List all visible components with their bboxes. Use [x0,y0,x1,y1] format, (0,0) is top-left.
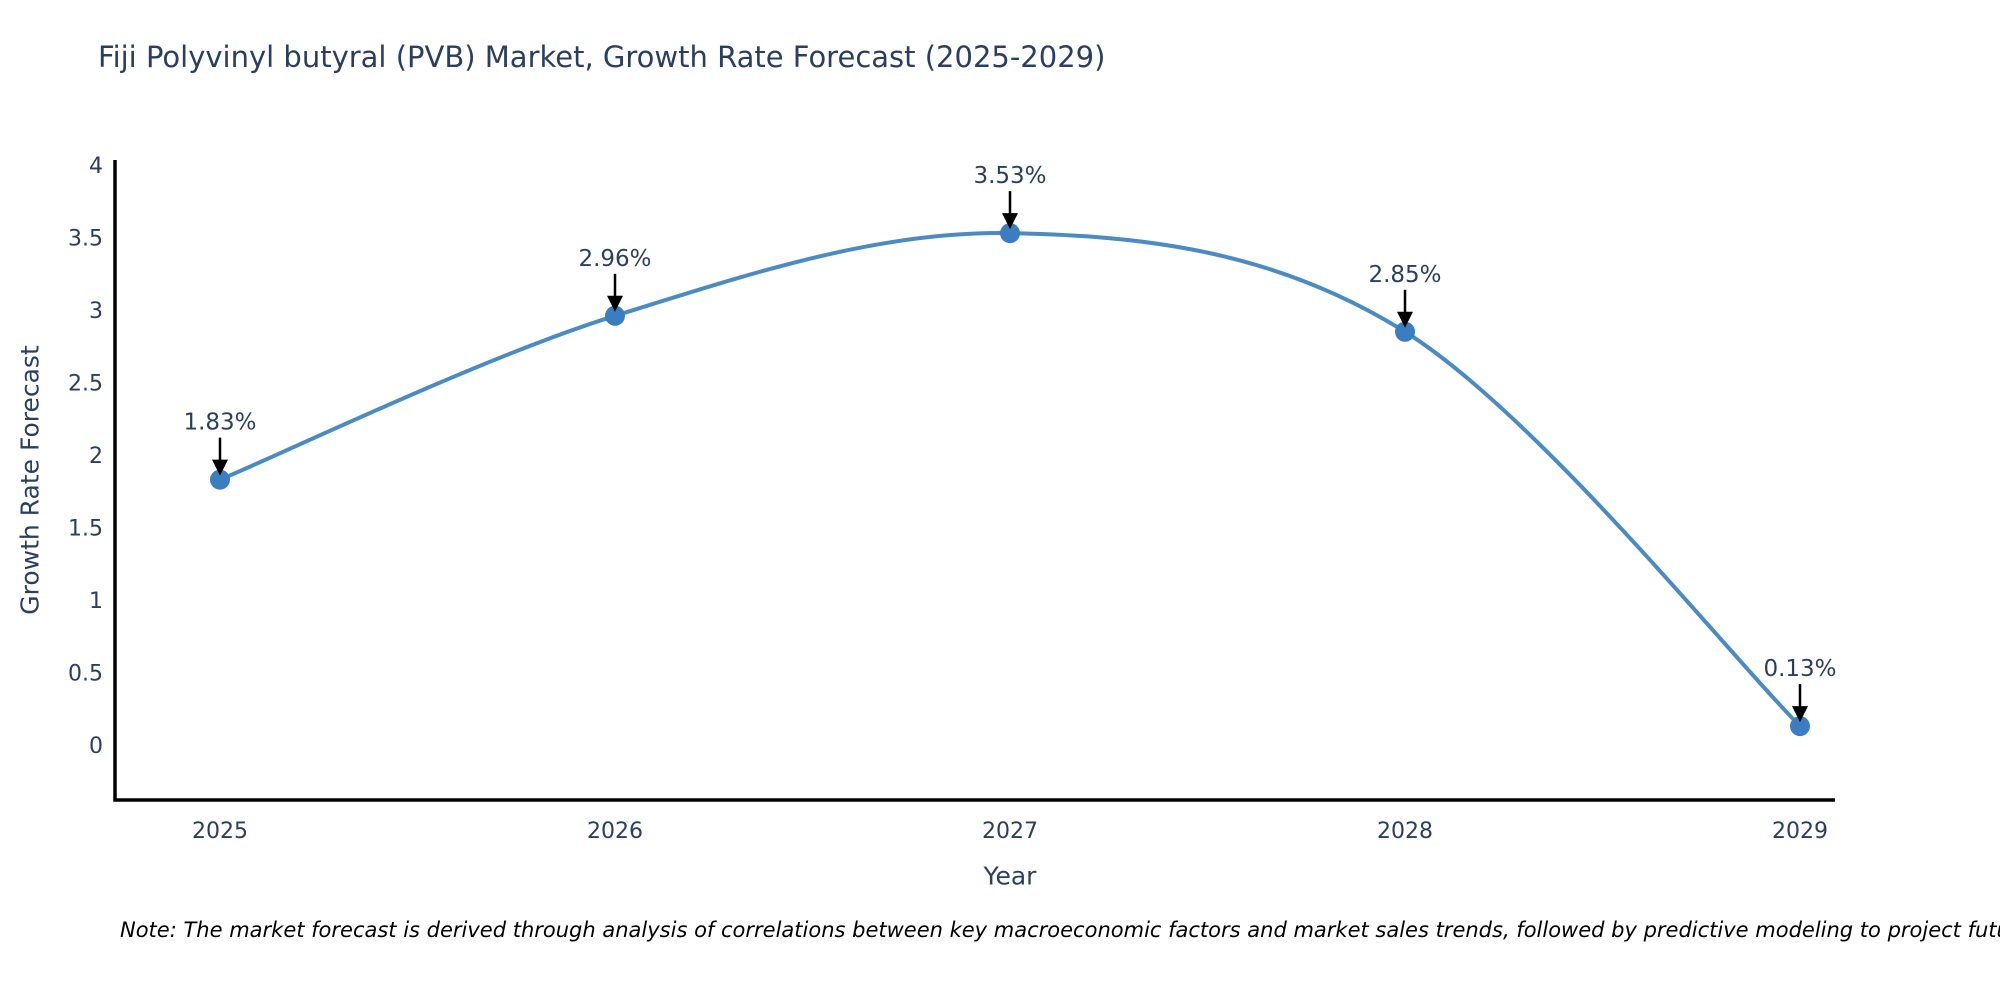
annotation-arrow-head [1002,213,1018,230]
x-tick-label: 2028 [1377,819,1433,844]
footnote: Note: The market forecast is derived thr… [120,918,2000,942]
axes-lines [113,160,1835,802]
annotation-arrow-head [607,295,623,312]
y-tick-label: 3 [89,299,103,324]
chart-title: Fiji Polyvinyl butyral (PVB) Market, Gro… [98,40,1106,74]
x-tick-label: 2025 [192,819,248,844]
x-tick-label: 2029 [1772,819,1828,844]
annotation-arrow-head [1792,706,1808,723]
x-tick-label: 2026 [587,819,643,844]
annotation-arrow-head [1397,311,1413,328]
annotation-label: 2.85% [1368,262,1441,288]
annotation-label: 1.83% [183,410,256,436]
x-tick-label: 2027 [982,819,1038,844]
data-point-marker [1395,321,1415,342]
data-point-marker [605,305,625,326]
data-point-marker [1790,716,1810,737]
y-tick-label: 4 [89,154,103,179]
y-tick-label: 3.5 [68,227,103,252]
data-point-marker [210,469,230,490]
y-axis-title: Growth Rate Forecast [15,345,45,615]
annotation-label: 0.13% [1763,656,1836,682]
annotation-label: 2.96% [578,246,651,272]
y-tick-label: 2 [89,444,103,469]
x-axis-title: Year [983,861,1037,891]
y-tick-label: 0 [89,734,103,759]
annotation-label: 3.53% [973,163,1046,189]
annotation-arrow-head [212,459,228,476]
y-tick-label: 1 [89,589,103,614]
y-tick-label: 1.5 [68,517,103,542]
trend-line [218,231,1802,729]
data-point-marker [1000,223,1020,244]
y-tick-label: 0.5 [68,662,103,687]
y-tick-label: 2.5 [68,372,103,397]
